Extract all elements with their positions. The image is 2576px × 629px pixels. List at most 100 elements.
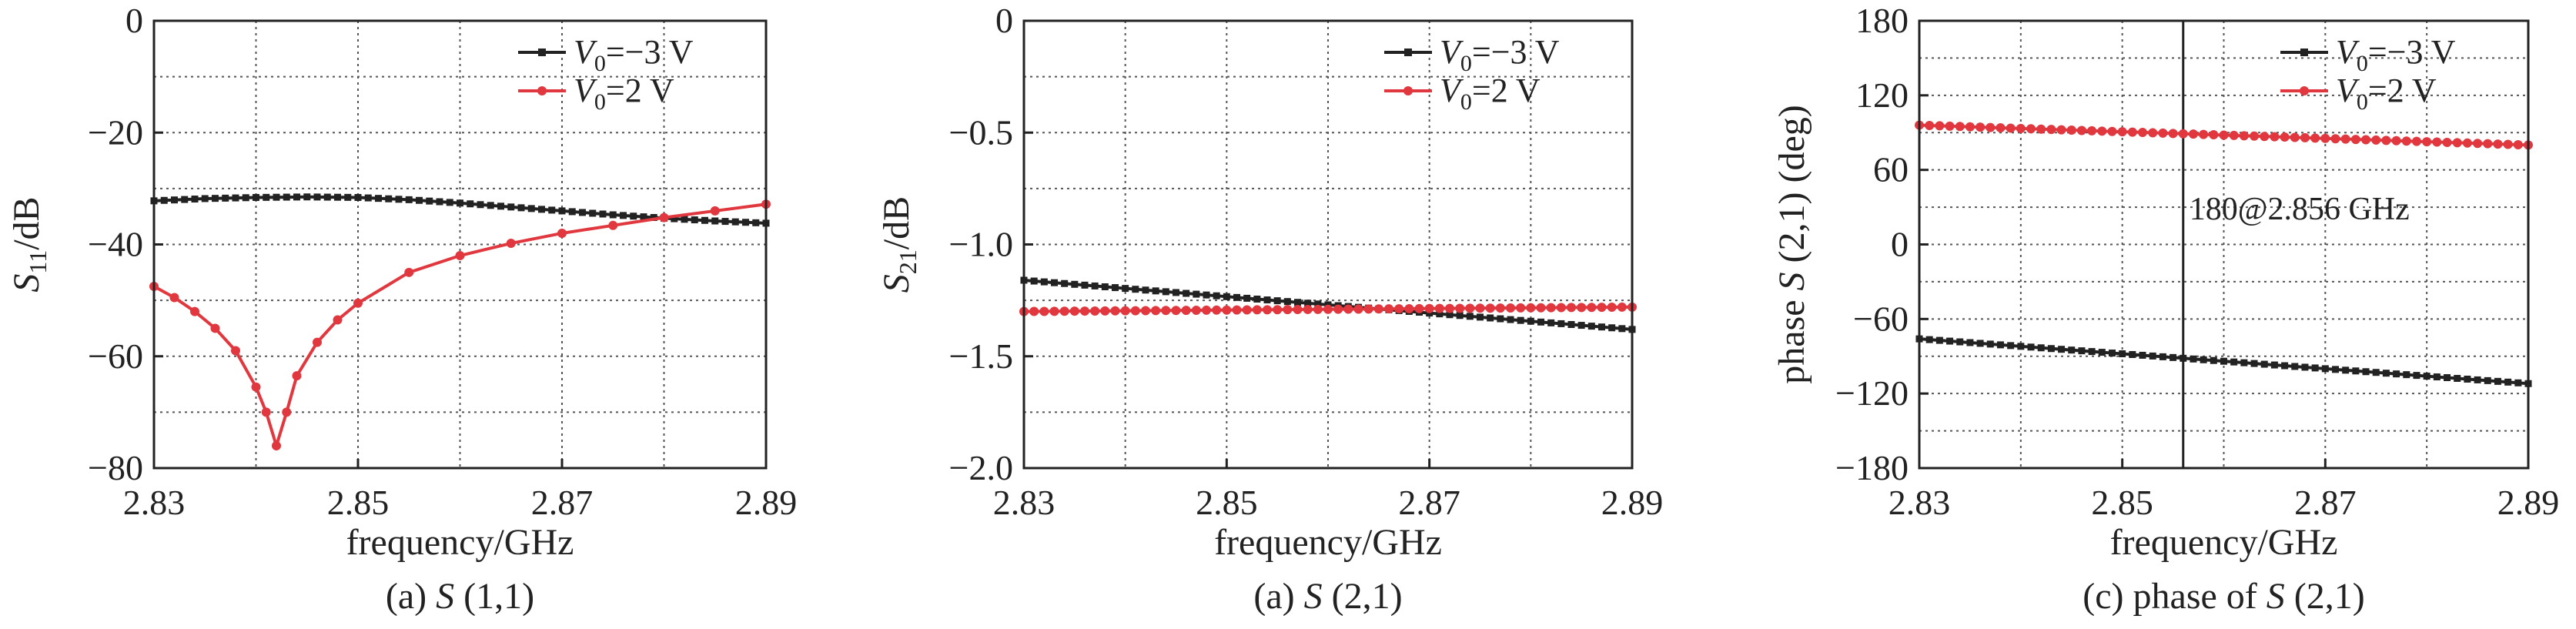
data-point xyxy=(1253,295,1261,303)
grid xyxy=(1024,21,1632,468)
data-point xyxy=(2158,128,2168,138)
data-point xyxy=(171,196,178,204)
legend-marker xyxy=(1404,49,1412,56)
data-point xyxy=(1587,323,1595,330)
data-point xyxy=(507,203,515,211)
data-point xyxy=(210,323,220,333)
data-point xyxy=(1049,306,1059,316)
data-point xyxy=(2342,366,2350,374)
data-point xyxy=(242,194,249,202)
data-point xyxy=(1404,303,1414,313)
data-point xyxy=(1617,302,1627,312)
data-point xyxy=(2473,139,2483,149)
data-point xyxy=(395,196,403,203)
data-point xyxy=(2403,371,2410,379)
y-tick-label: 0 xyxy=(1891,225,1909,264)
x-tick-label: 2.87 xyxy=(2294,483,2357,522)
data-point xyxy=(1293,305,1303,315)
data-point xyxy=(436,198,443,206)
y-tick-label: −40 xyxy=(88,225,143,264)
data-point xyxy=(2401,136,2411,146)
y-tick-label: −80 xyxy=(88,448,143,487)
data-point xyxy=(2078,347,2086,355)
data-point xyxy=(2423,373,2430,380)
legend-marker xyxy=(1403,86,1413,95)
chart-caption: (c) phase of S (2,1) xyxy=(2083,576,2365,617)
data-point xyxy=(2027,343,2035,351)
data-point xyxy=(2372,369,2380,376)
data-point xyxy=(313,193,321,201)
data-point xyxy=(2260,360,2268,368)
data-point xyxy=(2422,137,2432,147)
data-point xyxy=(608,220,618,230)
data-point xyxy=(2239,131,2249,141)
data-point xyxy=(1233,293,1240,301)
data-point xyxy=(1986,122,1996,132)
data-point xyxy=(385,195,393,202)
data-point xyxy=(1191,306,1201,316)
data-point xyxy=(2097,126,2107,136)
data-point xyxy=(630,212,637,220)
data-point xyxy=(1152,287,1159,295)
data-point xyxy=(2321,365,2329,373)
data-point xyxy=(1061,279,1069,287)
data-point xyxy=(2056,125,2066,135)
data-point xyxy=(1373,304,1383,314)
x-tick-label: 2.89 xyxy=(735,483,798,522)
x-tick-label: 2.83 xyxy=(123,483,186,522)
data-point xyxy=(1222,305,1232,315)
data-point xyxy=(1059,306,1069,316)
y-tick-label: −180 xyxy=(1835,448,1909,487)
data-point xyxy=(1466,313,1474,320)
data-point xyxy=(2260,132,2270,142)
data-point xyxy=(1039,306,1049,316)
data-point xyxy=(2007,342,2015,350)
data-point xyxy=(1202,305,1211,315)
data-point xyxy=(640,213,647,221)
data-point xyxy=(1263,305,1272,315)
data-point xyxy=(2393,370,2400,378)
data-point xyxy=(1343,304,1353,314)
data-point xyxy=(2139,351,2146,359)
x-tick-label: 2.87 xyxy=(531,483,594,522)
y-axis-label: phase S (2,1) (deg) xyxy=(1771,105,1812,384)
data-point xyxy=(557,228,567,238)
data-point xyxy=(1487,314,1494,322)
data-point xyxy=(2129,350,2136,358)
data-point xyxy=(2411,136,2421,146)
legend-label: V0=−3 V xyxy=(574,33,694,76)
data-point xyxy=(527,205,535,212)
data-point xyxy=(232,194,239,202)
data-point xyxy=(1091,282,1099,289)
data-point xyxy=(1080,306,1089,316)
data-point xyxy=(568,208,576,216)
data-point xyxy=(1956,338,1964,346)
data-point xyxy=(2240,359,2248,366)
data-point xyxy=(293,193,300,201)
data-point xyxy=(487,202,494,209)
data-point xyxy=(272,440,281,450)
data-point xyxy=(599,210,607,218)
data-point xyxy=(2270,132,2280,142)
y-tick-label: 60 xyxy=(1873,150,1909,189)
series-v0-neg3 xyxy=(150,193,770,227)
data-point xyxy=(2250,131,2260,141)
annotation-label: 180@2.856 GHz xyxy=(2190,192,2410,227)
data-point xyxy=(1497,315,1504,323)
data-point xyxy=(2391,136,2401,146)
data-point xyxy=(1304,299,1312,307)
data-point xyxy=(1142,286,1149,294)
data-point xyxy=(169,293,179,303)
data-point xyxy=(2432,137,2442,147)
data-point xyxy=(1608,324,1616,332)
data-point xyxy=(2046,125,2056,135)
data-point xyxy=(1507,316,1514,323)
data-point xyxy=(1975,122,1986,132)
data-point xyxy=(2088,348,2096,356)
data-point xyxy=(1577,322,1585,330)
data-point xyxy=(1526,303,1536,313)
data-point xyxy=(2361,135,2371,145)
data-point xyxy=(1101,283,1109,291)
data-point xyxy=(2210,356,2217,364)
data-point xyxy=(323,193,331,201)
